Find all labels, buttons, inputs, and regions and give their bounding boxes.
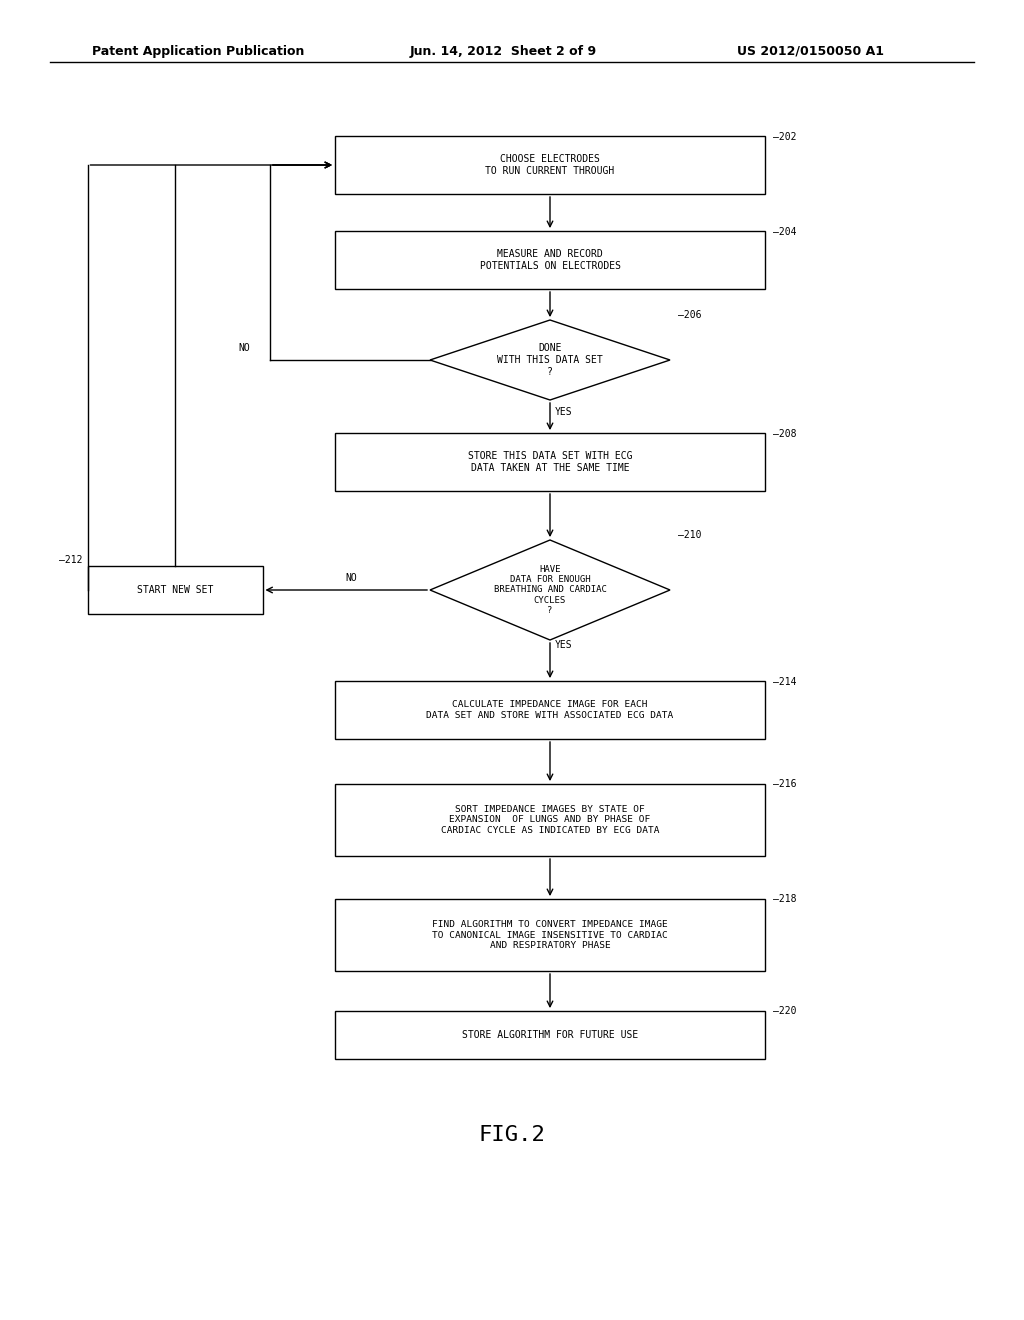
Text: —214: —214 bbox=[773, 677, 797, 686]
Bar bbox=[335, 681, 765, 739]
Text: NO: NO bbox=[345, 573, 356, 583]
Text: DONE
WITH THIS DATA SET
?: DONE WITH THIS DATA SET ? bbox=[497, 343, 603, 376]
Text: NO: NO bbox=[239, 343, 250, 352]
Text: YES: YES bbox=[555, 407, 572, 417]
Text: —216: —216 bbox=[773, 779, 797, 789]
Text: Patent Application Publication: Patent Application Publication bbox=[92, 45, 304, 58]
Text: SORT IMPEDANCE IMAGES BY STATE OF
EXPANSION  OF LUNGS AND BY PHASE OF
CARDIAC CY: SORT IMPEDANCE IMAGES BY STATE OF EXPANS… bbox=[440, 805, 659, 836]
Bar bbox=[335, 231, 765, 289]
Text: STORE THIS DATA SET WITH ECG
DATA TAKEN AT THE SAME TIME: STORE THIS DATA SET WITH ECG DATA TAKEN … bbox=[468, 451, 632, 473]
Polygon shape bbox=[430, 319, 670, 400]
Text: START NEW SET: START NEW SET bbox=[137, 585, 213, 595]
Text: —204: —204 bbox=[773, 227, 797, 238]
Text: FIND ALGORITHM TO CONVERT IMPEDANCE IMAGE
TO CANONICAL IMAGE INSENSITIVE TO CARD: FIND ALGORITHM TO CONVERT IMPEDANCE IMAG… bbox=[432, 920, 668, 950]
Text: CHOOSE ELECTRODES
TO RUN CURRENT THROUGH: CHOOSE ELECTRODES TO RUN CURRENT THROUGH bbox=[485, 154, 614, 176]
Text: —218: —218 bbox=[773, 894, 797, 904]
Text: —220: —220 bbox=[773, 1006, 797, 1016]
Text: HAVE
DATA FOR ENOUGH
BREATHING AND CARDIAC
CYCLES
?: HAVE DATA FOR ENOUGH BREATHING AND CARDI… bbox=[494, 565, 606, 615]
Bar bbox=[87, 566, 262, 614]
Text: —208: —208 bbox=[773, 429, 797, 440]
Text: Jun. 14, 2012  Sheet 2 of 9: Jun. 14, 2012 Sheet 2 of 9 bbox=[410, 45, 597, 58]
Text: US 2012/0150050 A1: US 2012/0150050 A1 bbox=[737, 45, 885, 58]
Bar bbox=[335, 433, 765, 491]
Text: CALCULATE IMPEDANCE IMAGE FOR EACH
DATA SET AND STORE WITH ASSOCIATED ECG DATA: CALCULATE IMPEDANCE IMAGE FOR EACH DATA … bbox=[426, 701, 674, 719]
Bar bbox=[335, 1011, 765, 1059]
Text: STORE ALGORITHM FOR FUTURE USE: STORE ALGORITHM FOR FUTURE USE bbox=[462, 1030, 638, 1040]
Bar bbox=[335, 899, 765, 972]
Text: —212: —212 bbox=[59, 554, 83, 565]
Text: MEASURE AND RECORD
POTENTIALS ON ELECTRODES: MEASURE AND RECORD POTENTIALS ON ELECTRO… bbox=[479, 249, 621, 271]
Text: —202: —202 bbox=[773, 132, 797, 143]
Bar bbox=[335, 784, 765, 855]
Text: YES: YES bbox=[555, 640, 572, 649]
Text: —206: —206 bbox=[678, 310, 701, 319]
Text: —210: —210 bbox=[678, 531, 701, 540]
Polygon shape bbox=[430, 540, 670, 640]
Bar bbox=[335, 136, 765, 194]
Text: FIG.2: FIG.2 bbox=[478, 1125, 546, 1144]
